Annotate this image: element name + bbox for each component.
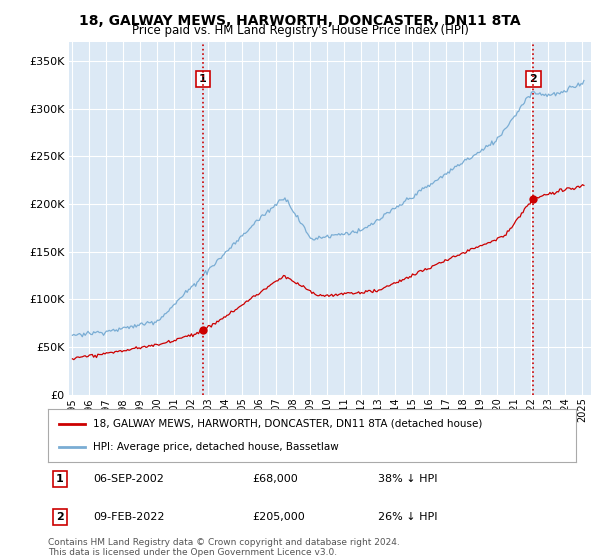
Text: 2: 2 [56,512,64,522]
Text: 38% ↓ HPI: 38% ↓ HPI [378,474,437,484]
Text: 26% ↓ HPI: 26% ↓ HPI [378,512,437,522]
Text: Price paid vs. HM Land Registry's House Price Index (HPI): Price paid vs. HM Land Registry's House … [131,24,469,36]
Text: HPI: Average price, detached house, Bassetlaw: HPI: Average price, detached house, Bass… [93,442,338,452]
Text: 06-SEP-2002: 06-SEP-2002 [93,474,164,484]
Text: £205,000: £205,000 [252,512,305,522]
Text: £68,000: £68,000 [252,474,298,484]
Text: 18, GALWAY MEWS, HARWORTH, DONCASTER, DN11 8TA (detached house): 18, GALWAY MEWS, HARWORTH, DONCASTER, DN… [93,419,482,429]
Text: 18, GALWAY MEWS, HARWORTH, DONCASTER, DN11 8TA: 18, GALWAY MEWS, HARWORTH, DONCASTER, DN… [79,14,521,28]
Text: 1: 1 [199,74,206,84]
Text: 2: 2 [529,74,537,84]
Text: 09-FEB-2022: 09-FEB-2022 [93,512,164,522]
Text: 1: 1 [56,474,64,484]
Text: Contains HM Land Registry data © Crown copyright and database right 2024.
This d: Contains HM Land Registry data © Crown c… [48,538,400,557]
